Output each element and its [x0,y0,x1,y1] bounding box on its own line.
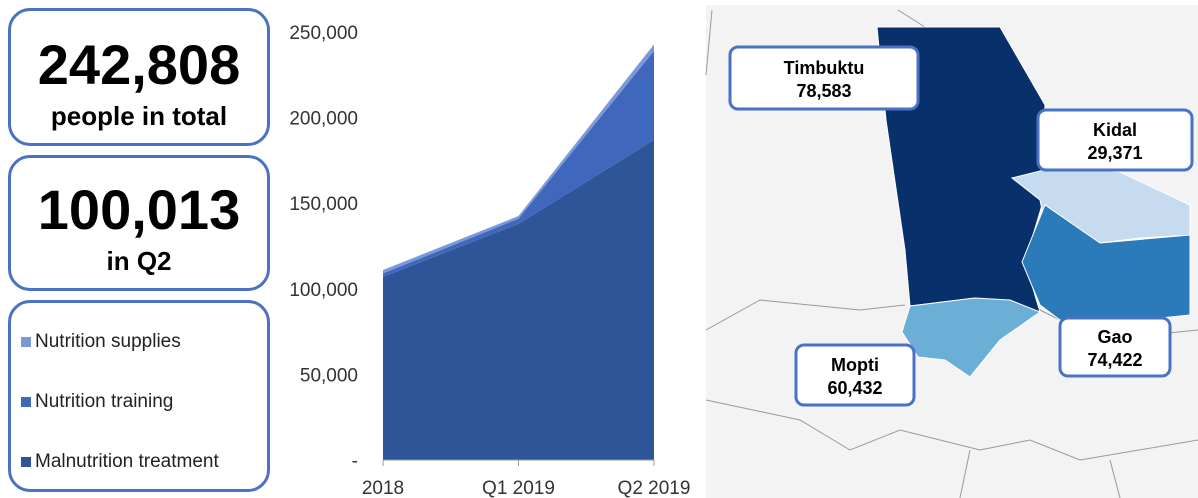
region-value: 60,432 [827,378,882,398]
x-tick-label: Q2 2019 [618,478,691,498]
area [383,44,654,274]
region-name: Timbuktu [784,58,865,78]
region-name: Mopti [831,355,879,375]
q2-card: 100,013 in Q2 [8,155,270,291]
map-label-box [728,45,920,111]
legend: Nutrition supplies Nutrition training Maln… [8,300,270,492]
legend-label: Nutrition supplies [35,331,181,352]
map-label-box [1058,316,1172,378]
y-tick-label: 100,000 [289,280,358,301]
y-tick-label: 200,000 [289,109,358,130]
legend-label: Nutrition training [35,391,174,412]
total-label: people in total [50,101,228,131]
x-tick-label: 2018 [362,478,404,498]
area [383,139,654,460]
q2-value: 100,013 [37,178,241,241]
legend-swatch [21,457,31,467]
region-name: Gao [1097,327,1132,347]
map-borders [705,9,1198,498]
map-label-box [794,343,916,407]
total-card: 242,808 people in total [8,8,270,146]
region-name: Kidal [1093,120,1137,140]
legend-swatch [21,397,31,407]
region-value: 78,583 [796,81,851,101]
y-tick-label: 250,000 [289,23,358,44]
map-region [876,26,1046,313]
region-value: 74,422 [1087,350,1142,370]
legend-label: Malnutrition treatment [35,451,219,472]
map-region [901,297,1042,378]
map-label-box [1036,108,1194,172]
x-tick-label: Q1 2019 [482,478,555,498]
q2-label: in Q2 [106,246,172,276]
map-region [1010,165,1191,244]
y-tick-label: 150,000 [289,194,358,215]
map-region [1021,204,1191,323]
map: Timbuktu 78,583 Kidal 29,371 Gao 74,422 Mopti 6… [705,5,1198,498]
legend-item: Nutrition supplies [11,312,267,372]
legend-item: Nutrition training [11,372,267,432]
area [383,50,654,277]
region-value: 29,371 [1087,143,1142,163]
y-tick-label: 50,000 [300,365,358,386]
legend-swatch [21,337,31,347]
total-value: 242,808 [37,33,241,96]
map-background [706,5,1198,498]
y-tick-label: - [352,451,358,472]
legend-item: Malnutrition treatment [11,432,267,492]
